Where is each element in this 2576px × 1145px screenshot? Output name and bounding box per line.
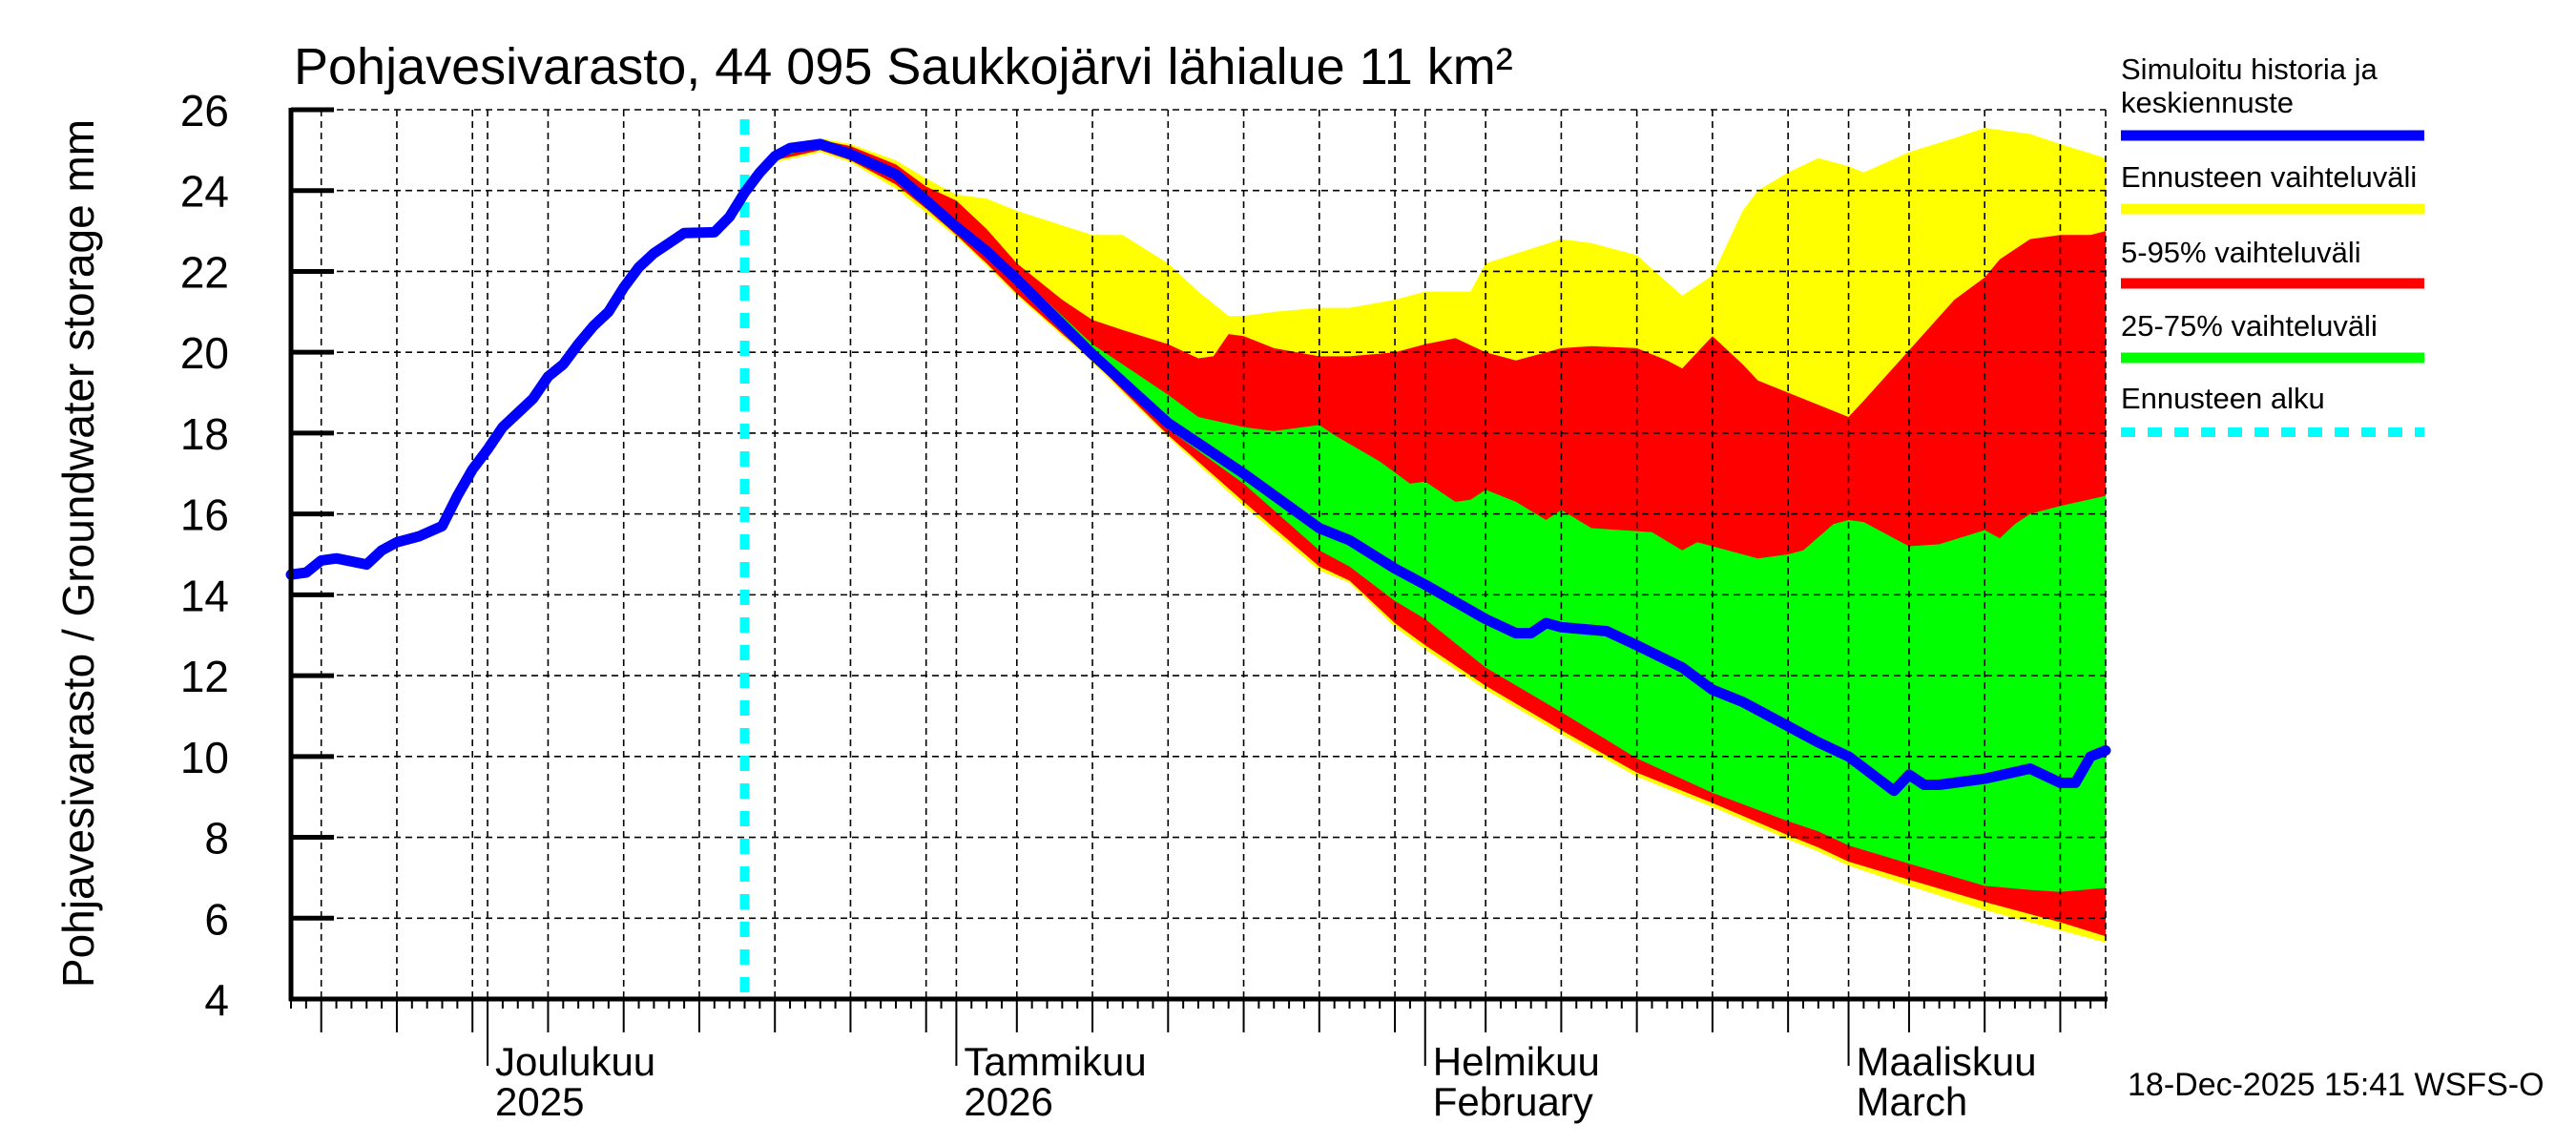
y-tick-label: 18 xyxy=(180,409,229,459)
month-sublabel: February xyxy=(1433,1079,1593,1124)
footer-timestamp: 18-Dec-2025 15:41 WSFS-O xyxy=(2128,1067,2545,1103)
month-sublabel: March xyxy=(1857,1079,1968,1124)
y-tick-labels: 4 6 8 10 12 14 16 18 20 22 24 26 xyxy=(180,86,334,1025)
y-tick-label: 8 xyxy=(204,814,229,864)
legend-label: Ennusteen vaihteluväli xyxy=(2121,160,2417,194)
month-label: Helmikuu xyxy=(1433,1039,1600,1084)
legend-label: Simuloitu historia ja xyxy=(2121,52,2379,86)
y-tick-label: 14 xyxy=(180,571,229,620)
month-label: Joulukuu xyxy=(495,1039,655,1084)
y-tick-label: 6 xyxy=(204,894,229,944)
y-tick-label: 10 xyxy=(180,733,229,782)
series-line-median xyxy=(285,138,2111,797)
series-lines xyxy=(285,138,2111,797)
y-tick-label: 4 xyxy=(204,975,229,1025)
month-label: Tammikuu xyxy=(964,1039,1146,1084)
legend-label: Ennusteen alku xyxy=(2121,382,2325,415)
y-axis-label: Pohjavesivarasto / Groundwater storage m… xyxy=(53,119,103,988)
legend-label: 25-75% vaihteluväli xyxy=(2121,309,2378,343)
band-25-75-vaihteluv-li xyxy=(744,144,2106,892)
y-tick-label: 24 xyxy=(180,167,229,217)
y-tick-label: 16 xyxy=(180,490,229,540)
legend-label: keskiennuste xyxy=(2121,86,2294,119)
legend-label: 5-95% vaihteluväli xyxy=(2121,236,2361,269)
y-tick-label: 20 xyxy=(180,328,229,378)
y-tick-label: 26 xyxy=(180,86,229,135)
month-sublabel: 2026 xyxy=(964,1079,1052,1124)
y-tick-label: 12 xyxy=(180,652,229,701)
month-sublabel: 2025 xyxy=(495,1079,584,1124)
month-label: Maaliskuu xyxy=(1857,1039,2037,1084)
chart-title: Pohjavesivarasto, 44 095 Saukkojärvi läh… xyxy=(294,38,1513,95)
y-tick-label: 22 xyxy=(180,247,229,297)
grid-lines xyxy=(291,109,2107,999)
x-ticks xyxy=(290,999,2107,1066)
